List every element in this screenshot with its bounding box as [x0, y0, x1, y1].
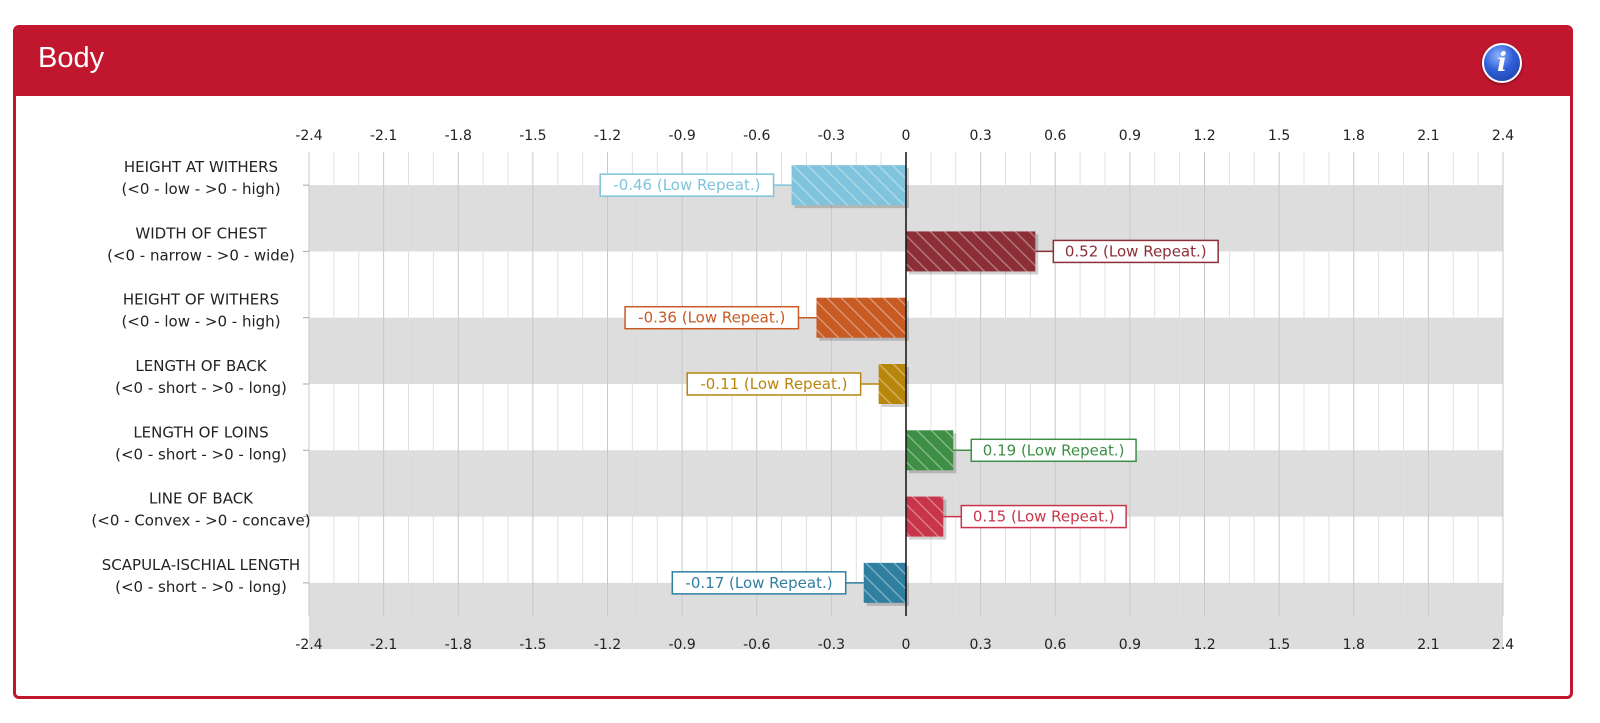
x-tick-label-bottom: -0.6 — [743, 637, 770, 653]
data-label-box — [599, 173, 775, 197]
x-tick-label-top: 0.9 — [1119, 128, 1141, 144]
data-label: -0.11 (Low Repeat.) — [700, 375, 847, 393]
x-tick-label-top: -0.9 — [668, 128, 695, 144]
category-scale-label: (<0 - short - >0 - long) — [115, 578, 287, 596]
data-label-box — [970, 438, 1137, 463]
x-tick-label-bottom: -1.8 — [445, 637, 472, 653]
x-tick-label-top: -2.1 — [370, 128, 397, 144]
info-icon[interactable]: i — [1482, 43, 1522, 83]
data-label: -0.17 (Low Repeat.) — [685, 574, 832, 592]
data-label-box — [686, 372, 862, 396]
x-tick-label-top: -1.8 — [445, 128, 472, 144]
x-tick-label-bottom: 0.6 — [1044, 637, 1066, 653]
x-tick-label-bottom: -1.5 — [519, 637, 546, 653]
bar-hatch — [878, 364, 906, 404]
category-scale-label: (<0 - low - >0 - high) — [121, 180, 280, 198]
x-tick-label-bottom: 1.8 — [1343, 637, 1365, 653]
x-tick-label-bottom: 0.9 — [1119, 637, 1141, 653]
bar-hatch — [906, 496, 944, 537]
category-label: HEIGHT AT WITHERS — [124, 158, 278, 176]
bar-hatch — [791, 165, 906, 206]
x-tick-label-bottom: -2.1 — [370, 637, 397, 653]
x-tick-label-top: -1.5 — [519, 128, 546, 144]
x-tick-label-top: 0.3 — [969, 128, 991, 144]
x-tick-label-top: -0.3 — [818, 128, 845, 144]
bar-hatch — [906, 231, 1036, 272]
category-scale-label: (<0 - Convex - >0 - concave) — [91, 512, 310, 530]
category-label: SCAPULA-ISCHIAL LENGTH — [102, 556, 300, 574]
x-tick-label-bottom: -0.3 — [818, 637, 845, 653]
panel-title: Body — [38, 42, 105, 74]
x-tick-label-top: 2.4 — [1492, 128, 1514, 144]
x-tick-label-bottom: -0.9 — [668, 637, 695, 653]
bar-hatch — [906, 430, 954, 471]
category-label: WIDTH OF CHEST — [135, 224, 267, 242]
x-tick-label-bottom: 2.4 — [1492, 637, 1514, 653]
x-tick-label-bottom: -1.2 — [594, 637, 621, 653]
x-tick-label-bottom: 1.2 — [1193, 637, 1215, 653]
data-label-box — [671, 571, 847, 595]
category-scale-label: (<0 - short - >0 - long) — [115, 379, 287, 397]
data-label-box — [960, 504, 1127, 529]
category-label: LINE OF BACK — [149, 490, 254, 508]
data-label-box — [1052, 239, 1219, 264]
x-tick-label-top: 1.5 — [1268, 128, 1290, 144]
category-scale-label: (<0 - narrow - >0 - wide) — [107, 246, 295, 264]
data-label: -0.46 (Low Repeat.) — [613, 176, 760, 194]
x-tick-label-top: -1.2 — [594, 128, 621, 144]
bar-hatch — [816, 297, 906, 338]
data-label: 0.15 (Low Repeat.) — [973, 508, 1115, 526]
data-label: -0.36 (Low Repeat.) — [638, 309, 785, 327]
x-tick-label-bottom: 1.5 — [1268, 637, 1290, 653]
x-tick-label-top: -0.6 — [743, 128, 770, 144]
category-scale-label: (<0 - low - >0 - high) — [121, 313, 280, 331]
category-label: LENGTH OF LOINS — [133, 423, 268, 441]
x-tick-label-top: 0.6 — [1044, 128, 1066, 144]
category-label: LENGTH OF BACK — [135, 357, 267, 375]
data-label-box — [624, 305, 800, 330]
x-tick-label-bottom: -2.4 — [295, 637, 322, 653]
x-tick-label-top: 0 — [902, 128, 911, 144]
x-tick-label-bottom: 2.1 — [1417, 637, 1439, 653]
data-label: 0.52 (Low Repeat.) — [1065, 242, 1207, 260]
data-label: 0.19 (Low Repeat.) — [983, 441, 1125, 459]
x-tick-label-top: 1.8 — [1343, 128, 1365, 144]
x-tick-label-top: 1.2 — [1193, 128, 1215, 144]
body-chart: -2.4 -2.4 -2.1 -2.1 -1.8 -1.8 -1.5 -1.5 -1.2 -1.2… — [91, 128, 1514, 653]
panel-header: Body i — [16, 28, 1570, 96]
x-tick-label-bottom: 0 — [902, 637, 911, 653]
bar-hatch — [863, 562, 906, 603]
x-tick-label-top: -2.4 — [295, 128, 322, 144]
category-label: HEIGHT OF WITHERS — [123, 291, 279, 309]
x-tick-label-top: 2.1 — [1417, 128, 1439, 144]
x-tick-label-bottom: 0.3 — [969, 637, 991, 653]
category-scale-label: (<0 - short - >0 - long) — [115, 445, 287, 463]
body-panel: Body i -2.4 -2.4 -2.1 -2.1 -1.8 -1.8 -1.5 -1.5-… — [13, 25, 1573, 699]
